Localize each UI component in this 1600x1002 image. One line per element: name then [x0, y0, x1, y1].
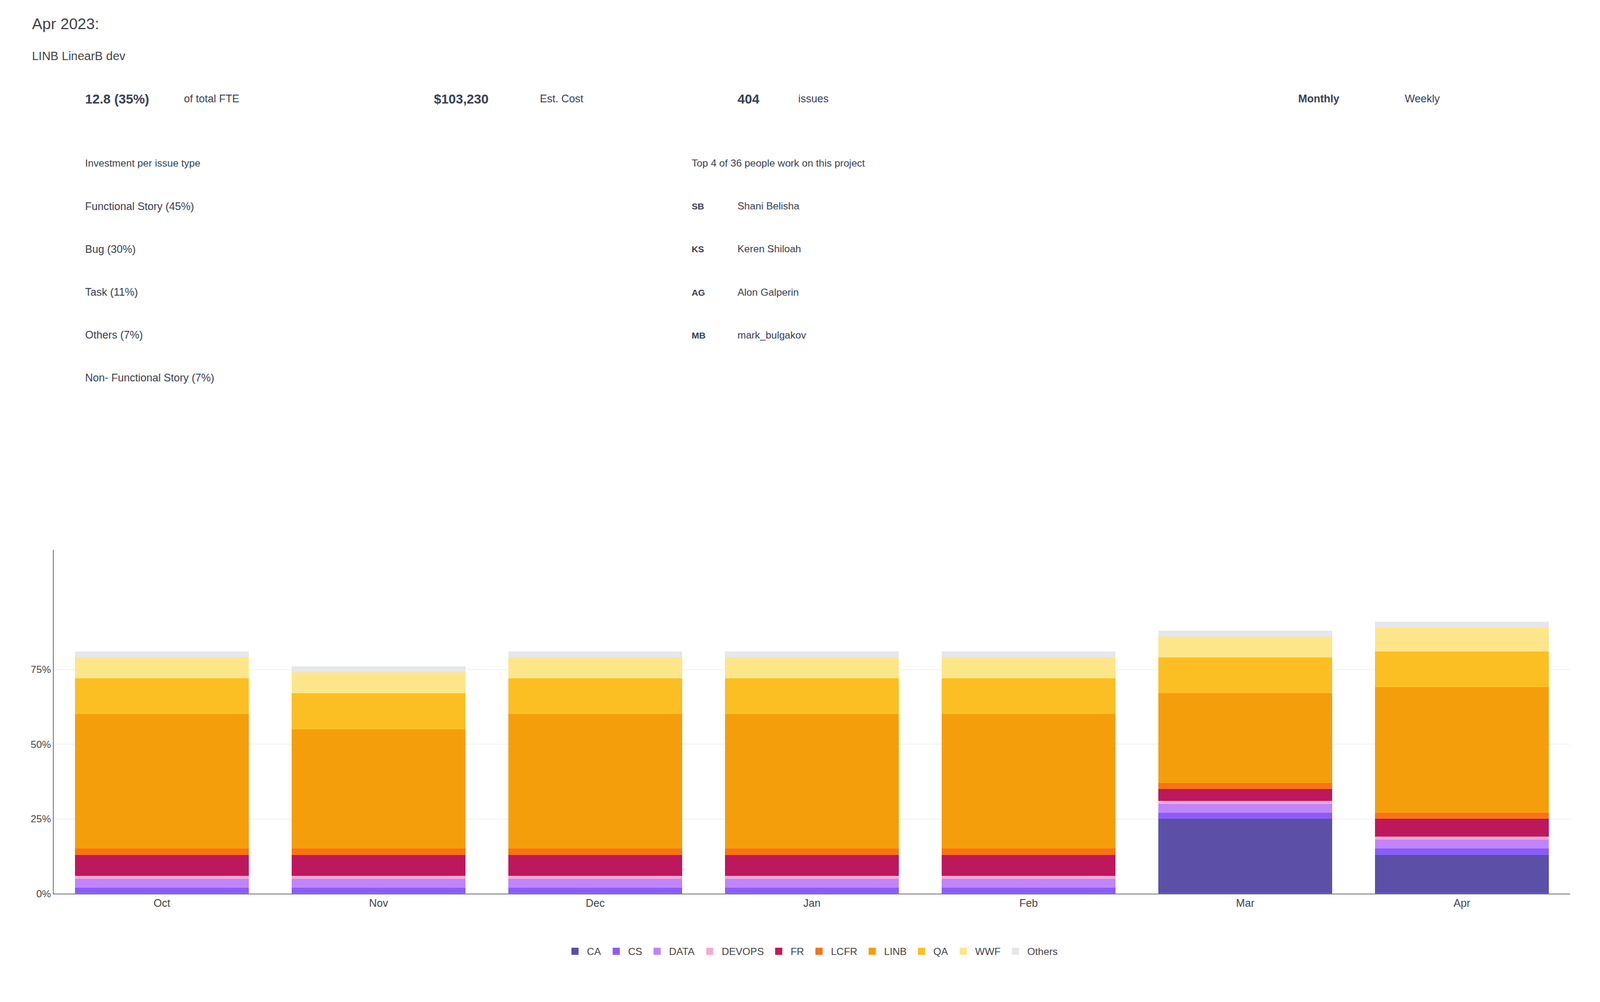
svg-text:Investment per issue type: Investment per issue type — [85, 157, 201, 170]
svg-text:CS: CS — [627, 946, 643, 958]
svg-text:LINB: LINB — [883, 946, 907, 958]
svg-text:CA: CA — [586, 946, 602, 958]
svg-text:12.8 (35%): 12.8 (35%) — [85, 91, 150, 107]
svg-text:Task (11%): Task (11%) — [85, 286, 139, 299]
svg-text:50%: 50% — [30, 739, 52, 751]
svg-text:25%: 25% — [30, 813, 52, 825]
svg-text:Est. Cost: Est. Cost — [539, 92, 584, 105]
svg-text:issues: issues — [798, 92, 829, 105]
svg-text:LINB LinearB dev: LINB LinearB dev — [32, 49, 126, 63]
svg-text:$103,230: $103,230 — [433, 91, 489, 107]
svg-text:Monthly: Monthly — [1298, 92, 1340, 105]
svg-text:DATA: DATA — [669, 946, 695, 958]
svg-text:KS: KS — [691, 244, 705, 255]
svg-text:Oct: Oct — [153, 897, 171, 910]
svg-text:Bug (30%): Bug (30%) — [85, 243, 136, 256]
svg-text:Feb: Feb — [1019, 897, 1038, 910]
svg-text:0%: 0% — [36, 888, 52, 900]
svg-text:404: 404 — [737, 91, 760, 107]
svg-text:Weekly: Weekly — [1404, 92, 1440, 105]
svg-text:Apr 2023:: Apr 2023: — [32, 14, 100, 33]
svg-text:75%: 75% — [30, 664, 52, 676]
svg-text:QA: QA — [933, 946, 949, 958]
svg-text:FR: FR — [790, 946, 805, 958]
svg-text:Functional Story (45%): Functional Story (45%) — [85, 200, 195, 213]
svg-text:MB: MB — [691, 330, 706, 341]
svg-text:Nov: Nov — [369, 897, 389, 910]
svg-text:of total FTE: of total FTE — [183, 92, 240, 105]
svg-text:DEVOPS: DEVOPS — [721, 946, 764, 958]
svg-text:WWF: WWF — [975, 946, 1000, 958]
svg-text:Top 4 of 36 people work on thi: Top 4 of 36 people work on this project — [691, 157, 865, 170]
svg-text:Dec: Dec — [585, 897, 605, 910]
svg-text:AG: AG — [691, 287, 706, 298]
svg-text:SB: SB — [691, 201, 705, 212]
svg-text:Shani Belisha: Shani Belisha — [737, 200, 800, 212]
svg-text:Apr: Apr — [1453, 897, 1471, 910]
svg-text:Non- Functional Story (7%): Non- Functional Story (7%) — [85, 372, 215, 384]
svg-text:LCFR: LCFR — [830, 946, 858, 958]
svg-text:Mar: Mar — [1236, 897, 1255, 910]
svg-text:Alon Galperin: Alon Galperin — [737, 286, 799, 299]
svg-text:Keren Shiloah: Keren Shiloah — [737, 243, 802, 255]
svg-text:Jan: Jan — [802, 897, 821, 910]
svg-text:Others (7%): Others (7%) — [85, 329, 143, 342]
svg-text:Others: Others — [1027, 946, 1058, 958]
svg-text:mark_bulgakov: mark_bulgakov — [737, 329, 807, 342]
